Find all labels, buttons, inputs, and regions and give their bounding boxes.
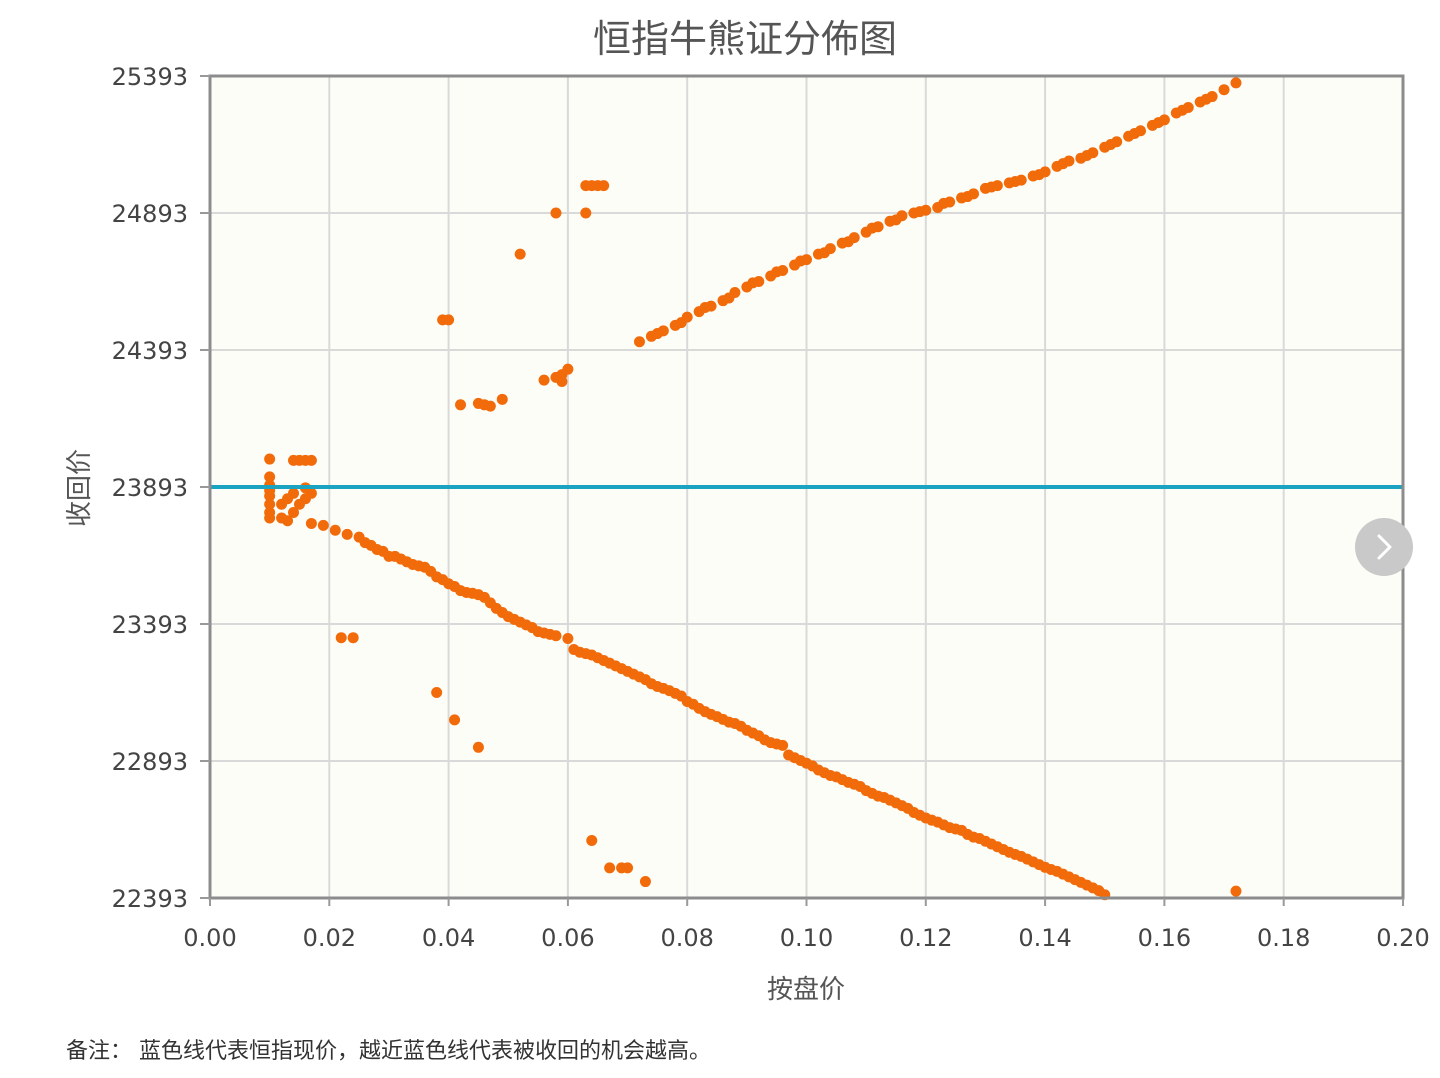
x-tick-label: 0.20 (1376, 924, 1429, 952)
scatter-point (1218, 84, 1230, 96)
x-tick-label: 0.10 (780, 924, 833, 952)
scatter-point (1176, 104, 1188, 116)
scatter-point (586, 834, 598, 846)
scatter-point (622, 862, 634, 874)
x-axis-label: 按盘价 (767, 975, 845, 1005)
y-tick-label: 25393 (112, 63, 188, 91)
scatter-point (305, 454, 317, 466)
y-tick-label: 22393 (112, 885, 188, 913)
scatter-point (580, 207, 592, 219)
scatter-point (472, 741, 484, 753)
scatter-point (341, 528, 353, 540)
next-chart-button[interactable] (1355, 518, 1413, 576)
scatter-point (747, 277, 759, 289)
chart-note: 备注： 蓝色线代表恒指现价，越近蓝色线代表被收回的机会越高。 (66, 1039, 711, 1064)
scatter-point (443, 314, 455, 326)
scatter-point (1152, 117, 1164, 129)
x-tick-label: 0.00 (183, 924, 236, 952)
x-tick-label: 0.12 (899, 924, 952, 952)
scatter-point (305, 487, 317, 499)
y-tick-label: 24893 (112, 200, 188, 228)
scatter-point (795, 255, 807, 267)
y-axis-ticks: 22393 22893 23393 23893 24393 24893 25393 (112, 63, 210, 913)
x-tick-label: 0.16 (1138, 924, 1191, 952)
chevron-right-icon (1377, 534, 1392, 560)
scatter-point (938, 197, 950, 209)
scatter-point (431, 687, 443, 698)
scatter-point (604, 862, 616, 874)
scatter-point (723, 292, 735, 304)
scatter-point (1105, 139, 1117, 150)
scatter-point (264, 471, 276, 483)
scatter-point (305, 517, 317, 529)
y-tick-label: 23393 (112, 611, 188, 639)
scatter-point (288, 487, 300, 499)
scatter-point (777, 739, 789, 751)
scatter-point (675, 317, 687, 329)
scatter-point (1230, 77, 1242, 89)
scatter-point (633, 336, 645, 348)
scatter-point (329, 524, 341, 536)
scatter-point (651, 328, 663, 340)
x-tick-label: 0.04 (422, 924, 475, 952)
scatter-point (985, 181, 997, 193)
scatter-points (264, 77, 1242, 901)
scatter-point (818, 247, 830, 259)
scatter-point (455, 399, 467, 411)
scatter-point (1009, 175, 1021, 187)
scatter-point (1200, 93, 1212, 105)
x-tick-label: 0.02 (303, 924, 356, 952)
x-tick-label: 0.14 (1018, 924, 1071, 952)
x-tick-label: 0.18 (1257, 924, 1310, 952)
y-tick-label: 24393 (112, 337, 188, 365)
scatter-point (562, 633, 574, 645)
scatter-point (550, 207, 562, 219)
scatter-point (1033, 169, 1045, 181)
scatter-point (264, 506, 276, 518)
scatter-point (288, 506, 300, 518)
scatter-point (484, 400, 496, 412)
x-tick-label: 0.06 (541, 924, 594, 952)
scatter-point (890, 214, 902, 226)
y-tick-label: 23893 (112, 474, 188, 502)
y-axis-label: 收回价 (65, 449, 95, 527)
scatter-point (562, 363, 574, 375)
scatter-point (1129, 128, 1141, 140)
y-tick-label: 22893 (112, 748, 188, 776)
scatter-point (962, 191, 974, 203)
scatter-point (771, 266, 783, 278)
scatter-point (264, 498, 276, 510)
scatter-point (449, 714, 461, 726)
scatter-point (347, 632, 359, 644)
chart-title: 恒指牛熊证分佈图 (593, 17, 897, 61)
scatter-point (550, 630, 562, 642)
x-tick-label: 0.08 (660, 924, 713, 952)
scatter-point (914, 206, 926, 218)
scatter-point (282, 515, 294, 527)
scatter-point (538, 374, 550, 386)
scatter-point (1230, 885, 1242, 897)
scatter-point (335, 632, 347, 644)
scatter-point (699, 302, 711, 314)
scatter-point (317, 519, 329, 531)
scatter-point (264, 453, 276, 465)
scatter-point (1057, 158, 1069, 170)
scatter-point (866, 222, 878, 234)
scatter-point (639, 876, 651, 888)
scatter-point (496, 393, 508, 405)
scatter-point (1081, 149, 1093, 161)
scatter-point (514, 248, 526, 260)
scatter-point (842, 236, 854, 248)
x-axis-ticks: 0.00 0.02 0.04 0.06 0.08 0.10 0.12 0.14 0.16 0.18… (183, 898, 1430, 952)
scatter-point (598, 180, 610, 192)
